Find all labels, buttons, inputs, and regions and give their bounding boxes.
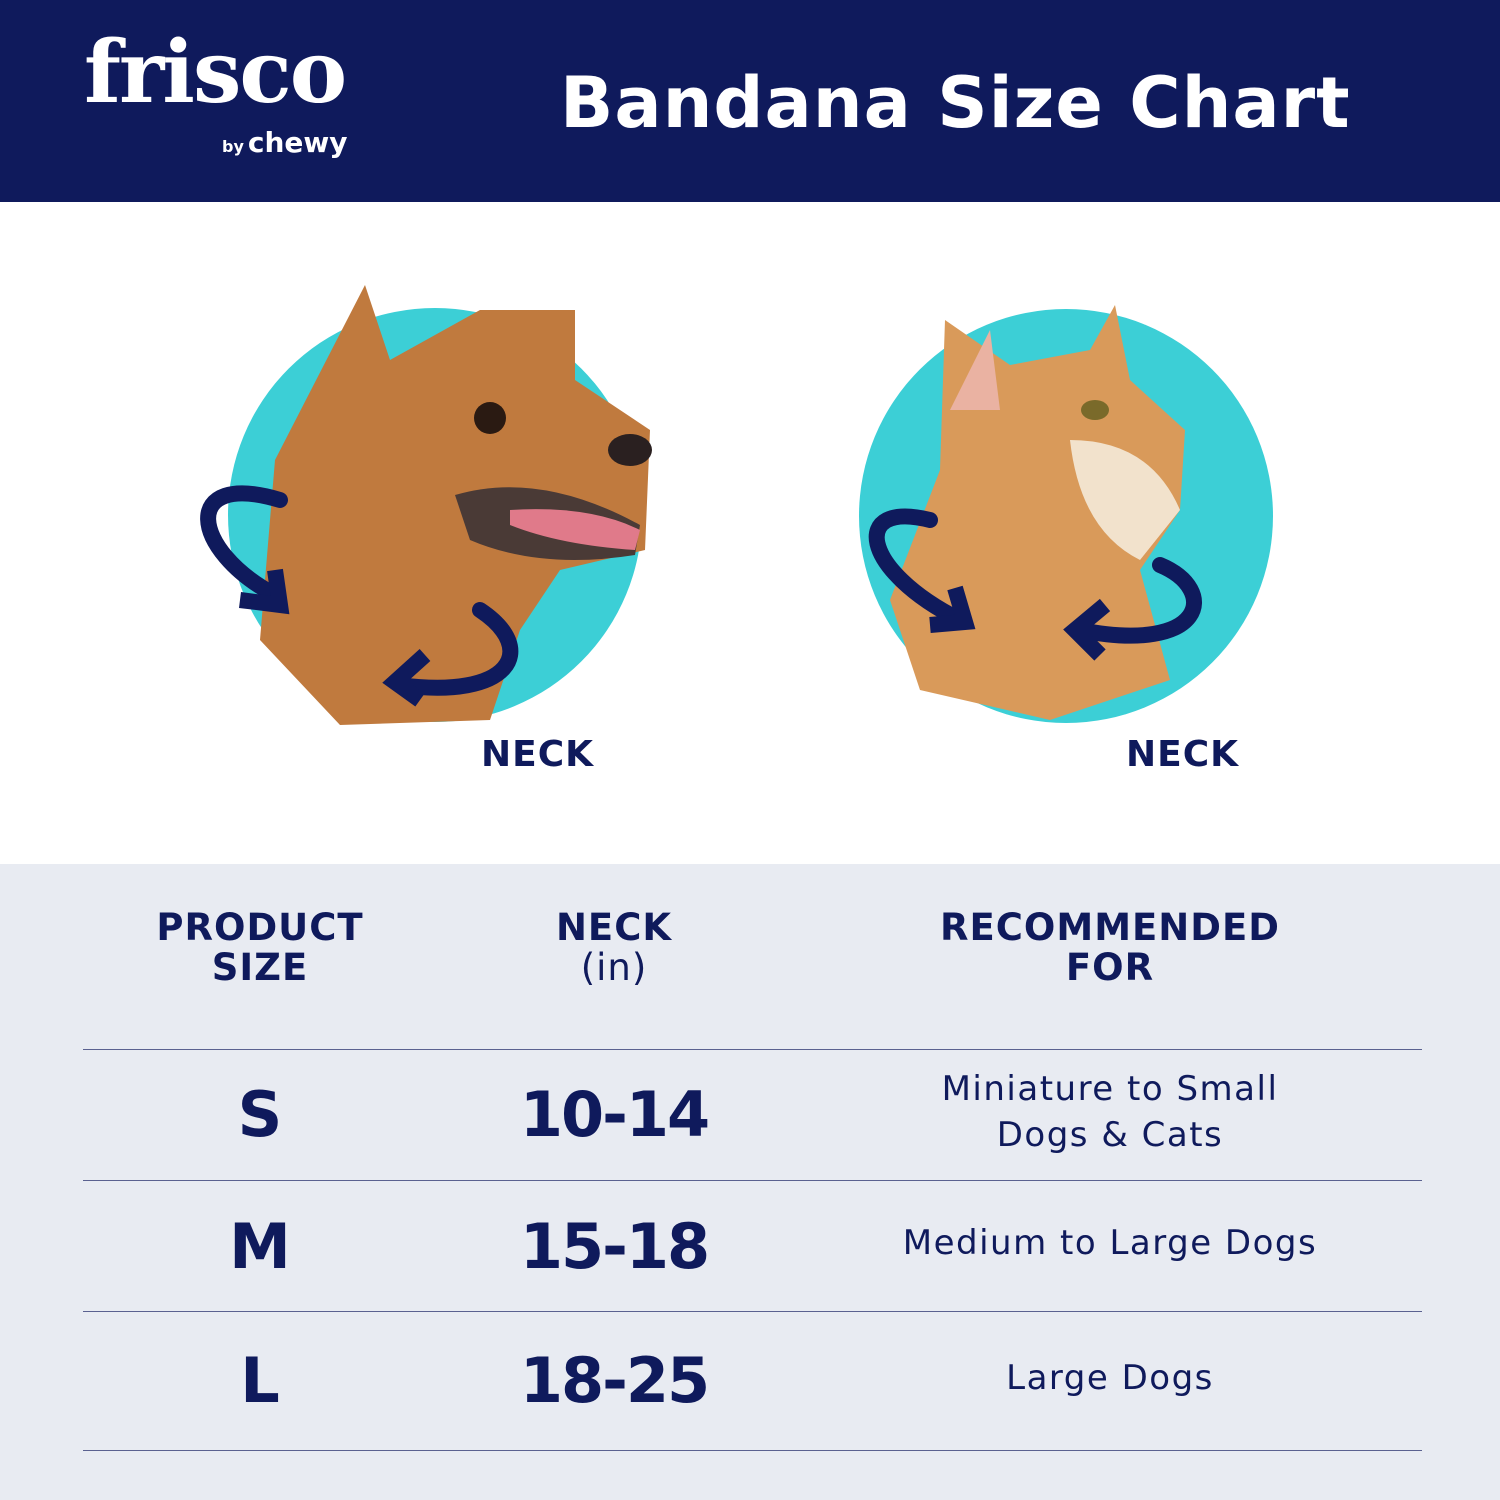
- divider: [83, 1450, 1422, 1451]
- logo-by: by: [222, 137, 244, 156]
- header-product-size: PRODUCT SIZE: [130, 908, 390, 988]
- row-m-neck: 15-18: [519, 1210, 710, 1283]
- divider: [83, 1311, 1422, 1312]
- header-line: RECOMMENDED: [940, 906, 1280, 949]
- logo-byline: by chewy: [222, 126, 348, 159]
- row-s-neck: 10-14: [519, 1078, 710, 1151]
- measure-arrow-icon: [1072, 557, 1202, 644]
- logo-wordmark: frisco: [84, 22, 347, 123]
- rec-line: Medium to Large Dogs: [902, 1223, 1318, 1263]
- page-title: Bandana Size Chart: [560, 62, 1351, 144]
- divider: [83, 1180, 1422, 1181]
- cat-neck-illustration: [840, 270, 1320, 740]
- measure-arrow-icon: [868, 508, 968, 628]
- row-l-neck: 18-25: [519, 1344, 710, 1417]
- row-s-recommended: Miniature to Small Dogs & Cats: [830, 1066, 1390, 1158]
- divider: [83, 1049, 1422, 1050]
- header-line: PRODUCT: [156, 906, 364, 949]
- row-m-size: M: [229, 1210, 291, 1283]
- row-s-size: S: [237, 1078, 283, 1151]
- header-banner: frisco by chewy Bandana Size Chart: [0, 0, 1500, 202]
- header-recommended: RECOMMENDED FOR: [880, 908, 1340, 988]
- logo-brand: chewy: [247, 126, 348, 159]
- frisco-logo: frisco by chewy: [84, 22, 348, 160]
- size-table: PRODUCT SIZE NECK (in) RECOMMENDED FOR S…: [0, 864, 1500, 1500]
- cat-neck-label: NECK: [1126, 734, 1240, 775]
- header-line: NECK: [555, 906, 673, 949]
- measure-arrow-icon: [392, 602, 519, 696]
- rec-line: Large Dogs: [1006, 1358, 1214, 1398]
- measure-arrow-icon: [200, 485, 288, 603]
- row-m-recommended: Medium to Large Dogs: [830, 1220, 1390, 1266]
- header-line: FOR: [1065, 946, 1155, 989]
- rec-line: Dogs & Cats: [996, 1115, 1224, 1155]
- dog-photo: [260, 285, 650, 725]
- row-l-recommended: Large Dogs: [830, 1355, 1390, 1401]
- header-line: SIZE: [211, 946, 309, 989]
- dog-neck-illustration: [180, 270, 660, 740]
- dog-neck-label: NECK: [481, 734, 595, 775]
- header-neck: NECK (in): [484, 908, 744, 988]
- header-unit: (in): [580, 946, 648, 989]
- rec-line: Miniature to Small: [941, 1069, 1279, 1109]
- row-l-size: L: [240, 1344, 280, 1417]
